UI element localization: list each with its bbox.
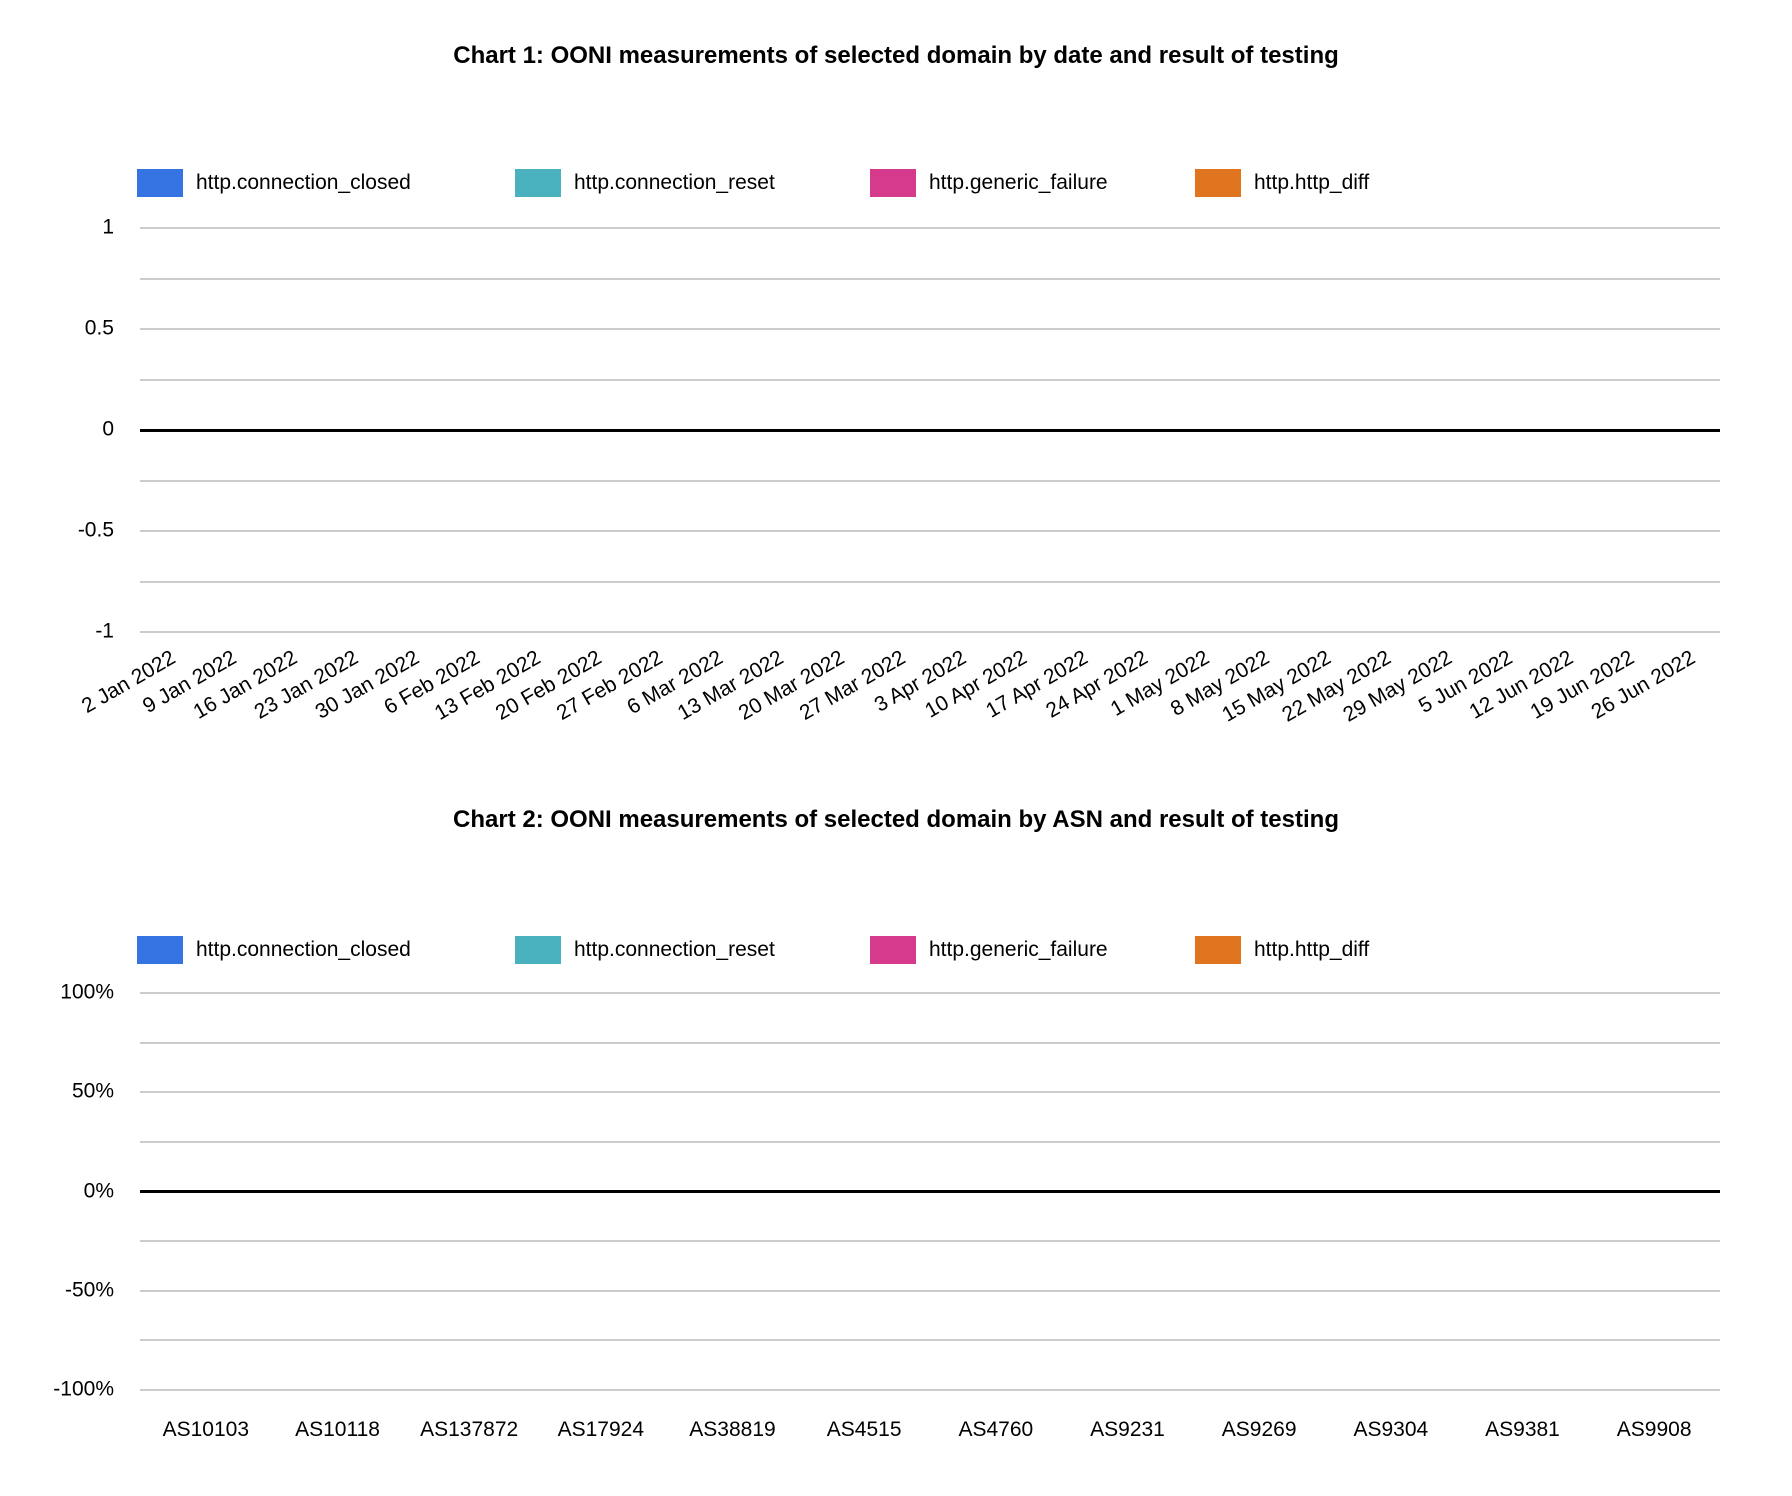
y-minor-gridline <box>140 1339 1720 1342</box>
y-axis-tick-label: 0% <box>83 1179 114 1203</box>
y-gridline <box>140 992 1720 994</box>
legend-item-http-connection-closed: http.connection_closed <box>137 168 411 198</box>
legend-label: http.connection_reset <box>574 938 775 961</box>
legend-label: http.http_diff <box>1254 171 1370 194</box>
legend-item-http-http-diff: http.http_diff <box>1195 935 1369 965</box>
x-axis-tick-label: AS10103 <box>162 1418 250 1441</box>
y-minor-gridline <box>140 479 1720 482</box>
x-axis-tick-label: AS10118 <box>295 1418 380 1441</box>
y-axis-tick-label: -50% <box>64 1278 114 1302</box>
x-axis-tick-label: AS9304 <box>1353 1418 1429 1441</box>
legend-color-swatch <box>515 169 561 197</box>
x-axis-tick-label: AS4760 <box>958 1418 1034 1441</box>
legend-item-http-generic-failure: http.generic_failure <box>870 168 1108 198</box>
legend-color-swatch <box>137 936 183 964</box>
y-gridline <box>140 1289 1720 1292</box>
legend-color-swatch <box>870 936 916 964</box>
x-axis-tick-label: AS137872 <box>420 1418 519 1441</box>
x-axis-tick-label: AS9381 <box>1485 1418 1560 1441</box>
legend-label: http.connection_closed <box>196 938 411 961</box>
y-axis-tick-label: 0.5 <box>84 316 114 340</box>
x-axis-tick-label: AS9269 <box>1221 1418 1297 1441</box>
legend-label: http.http_diff <box>1254 938 1370 961</box>
y-axis-tick-label: -0.5 <box>77 518 114 542</box>
y-minor-gridline <box>140 580 1720 583</box>
legend-color-swatch <box>137 169 183 197</box>
x-axis-tick-label: AS9908 <box>1616 1418 1692 1441</box>
chart1-title: Chart 1: OONI measurements of selected d… <box>453 42 1339 69</box>
legend-color-swatch <box>1195 936 1241 964</box>
y-axis-tick-label: 1 <box>102 215 114 239</box>
legend-label: http.connection_reset <box>574 171 775 194</box>
legend-label: http.connection_closed <box>196 171 411 194</box>
y-gridline <box>140 1091 1720 1094</box>
y-minor-gridline <box>140 378 1720 381</box>
y-minor-gridline <box>140 277 1720 280</box>
legend-label: http.generic_failure <box>929 938 1108 961</box>
zero-baseline <box>140 428 1720 432</box>
legend-color-swatch <box>870 169 916 197</box>
y-minor-gridline <box>140 1140 1720 1143</box>
y-gridline <box>140 227 1720 229</box>
legend-item-http-connection-closed: http.connection_closed <box>137 935 411 965</box>
chart2-title: Chart 2: OONI measurements of selected d… <box>453 806 1339 833</box>
y-axis-tick-label: -1 <box>95 619 114 643</box>
x-axis-tick-label: AS17924 <box>557 1418 645 1441</box>
y-axis-tick-label: 0 <box>102 417 114 441</box>
x-axis-tick-label: AS38819 <box>689 1418 776 1441</box>
y-gridline <box>140 328 1720 330</box>
y-minor-gridline <box>140 1240 1720 1243</box>
x-axis-tick-label: AS9231 <box>1090 1418 1165 1441</box>
legend-color-swatch <box>515 936 561 964</box>
x-axis-tick-label: AS4515 <box>826 1418 902 1441</box>
zero-baseline <box>140 1190 1720 1193</box>
legend-item-http-connection-reset: http.connection_reset <box>515 168 775 198</box>
y-axis-tick-label: 100% <box>60 980 114 1004</box>
y-minor-gridline <box>140 1041 1720 1044</box>
y-gridline <box>140 530 1720 532</box>
legend-item-http-http-diff: http.http_diff <box>1195 168 1369 198</box>
legend-item-http-connection-reset: http.connection_reset <box>515 935 775 965</box>
y-axis-tick-label: -100% <box>53 1377 114 1401</box>
legend-label: http.generic_failure <box>929 171 1108 194</box>
y-gridline <box>140 631 1720 633</box>
y-gridline <box>140 1389 1720 1391</box>
legend-item-http-generic-failure: http.generic_failure <box>870 935 1108 965</box>
y-axis-tick-label: 50% <box>71 1079 114 1103</box>
legend-color-swatch <box>1195 169 1241 197</box>
